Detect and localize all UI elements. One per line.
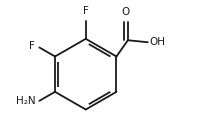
Text: OH: OH: [150, 37, 166, 47]
Text: O: O: [122, 7, 130, 18]
Text: F: F: [83, 6, 89, 16]
Text: F: F: [28, 41, 34, 52]
Text: H₂N: H₂N: [16, 96, 35, 106]
